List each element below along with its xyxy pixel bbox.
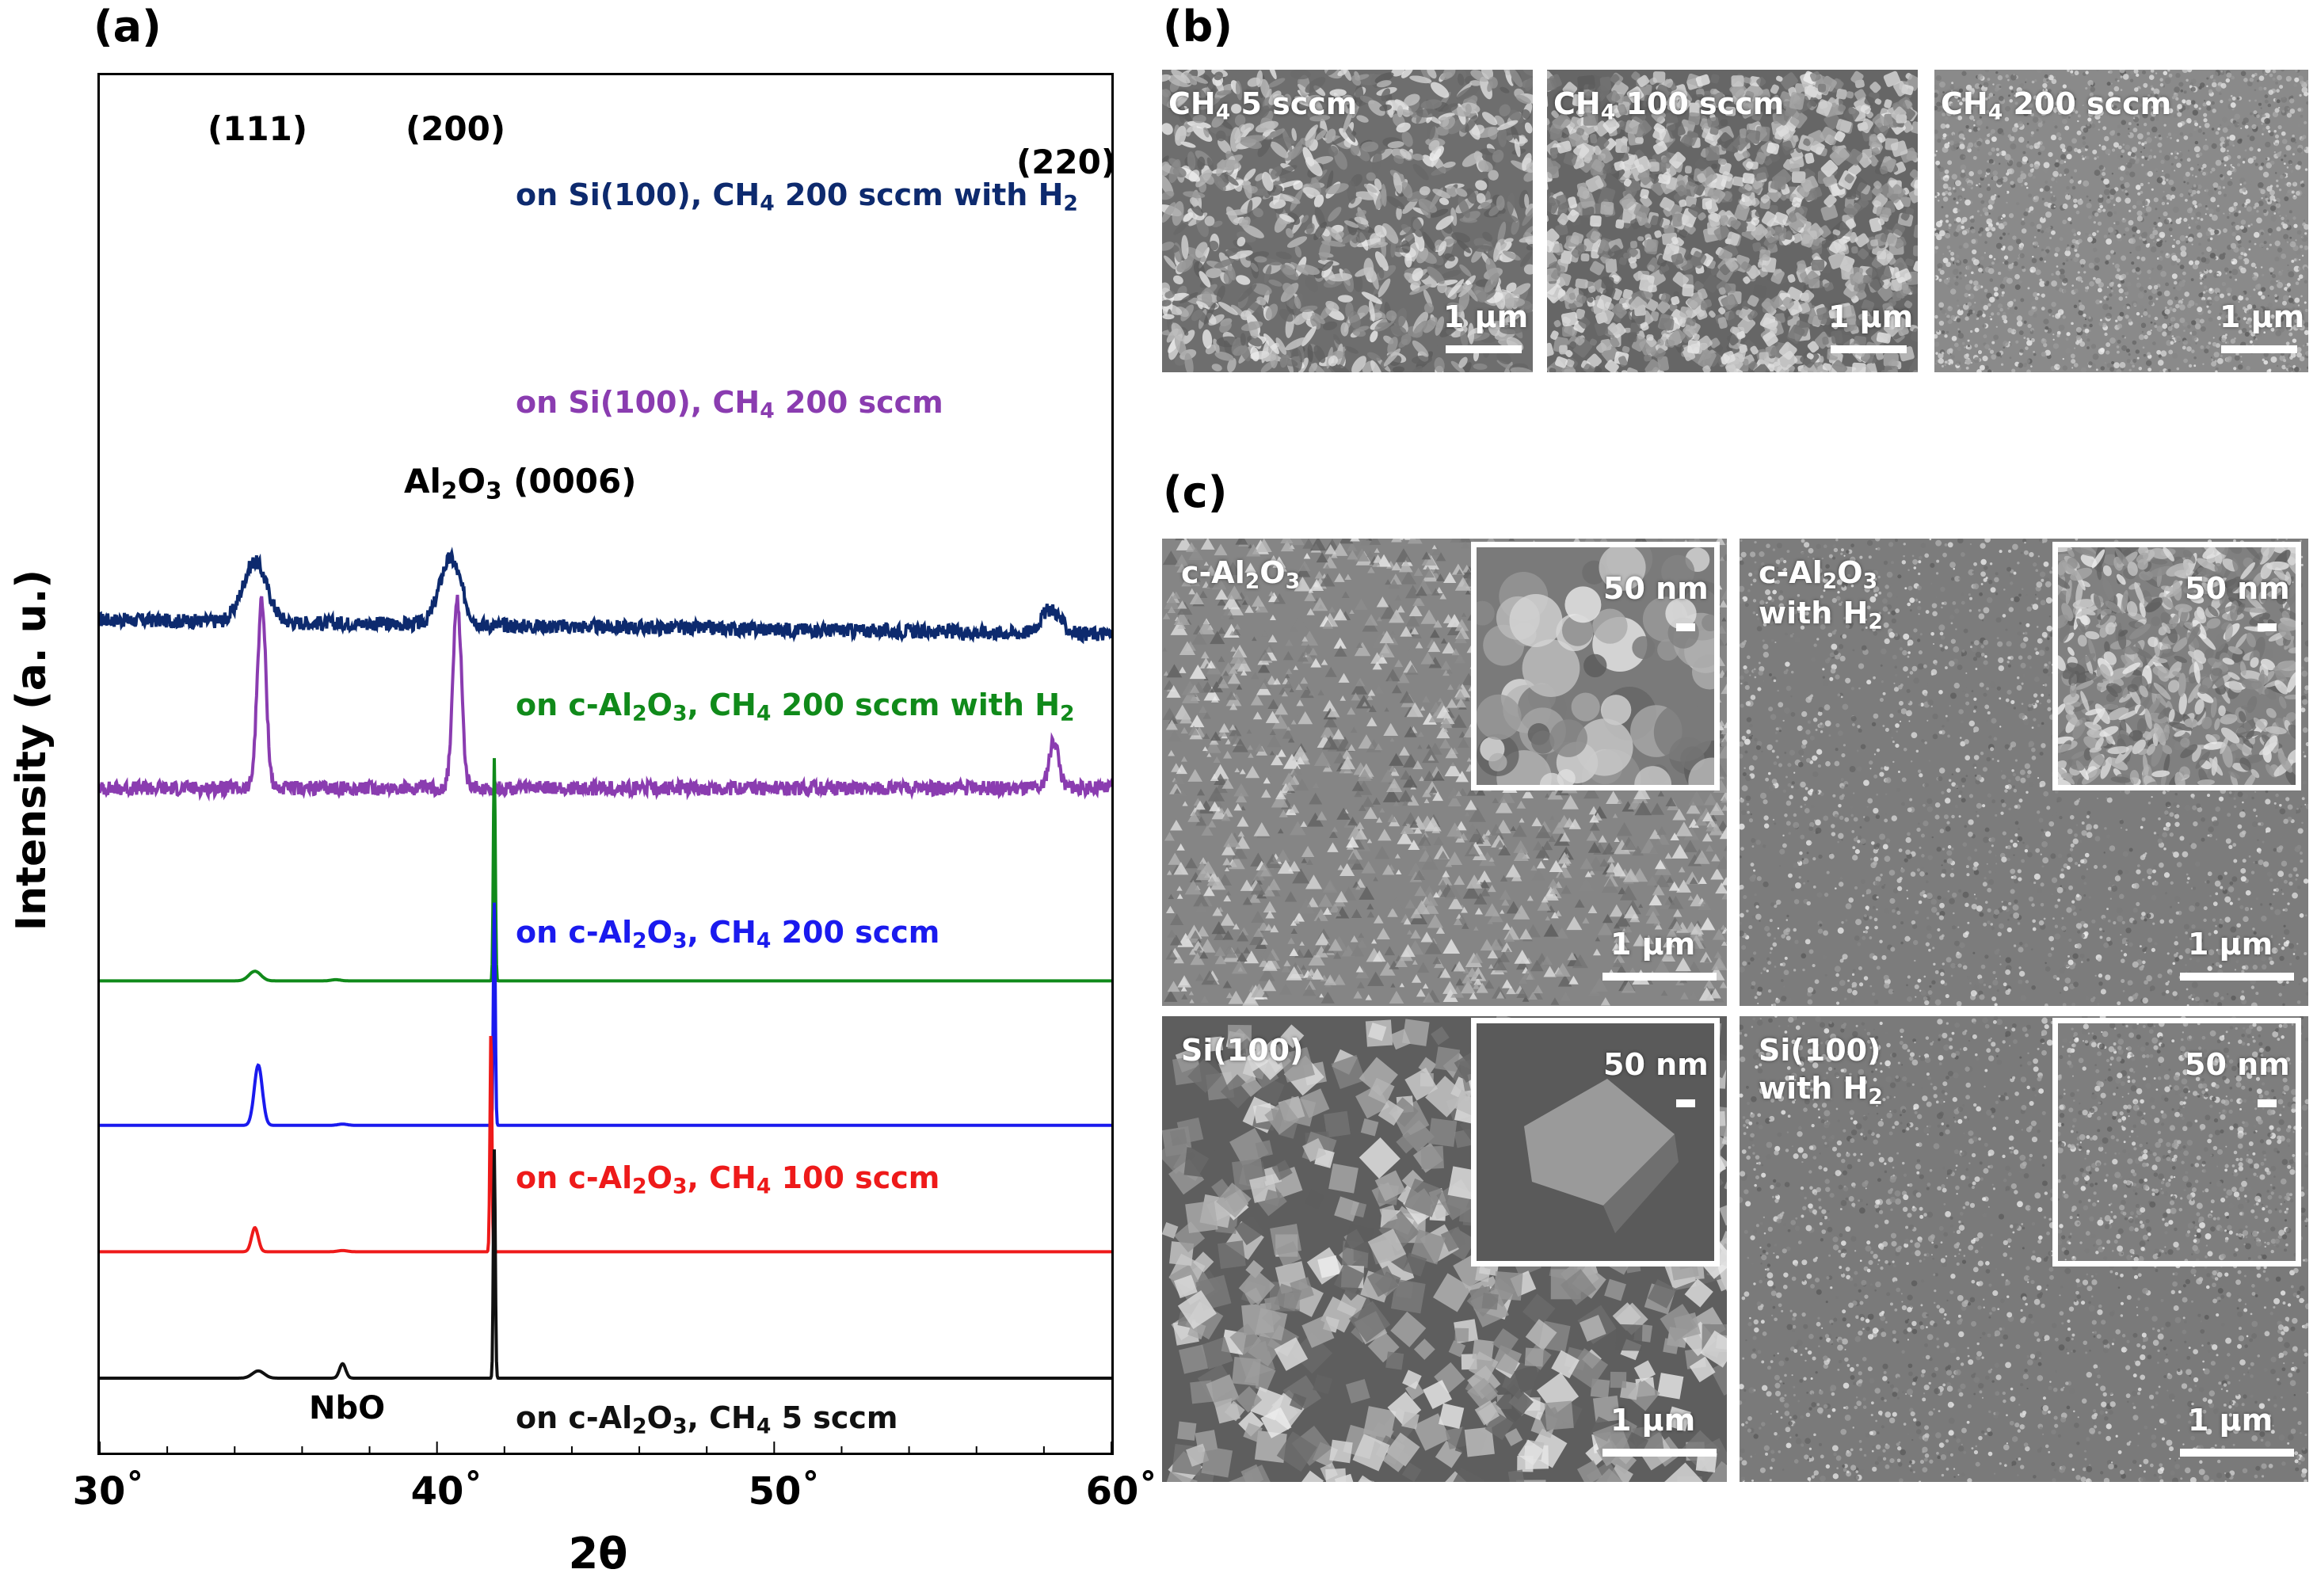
- sem-label: CH4 200 sccm: [1941, 86, 2172, 125]
- sem-texture: [1547, 70, 1918, 372]
- xrd-series-1: [100, 594, 1111, 802]
- xrd-series-2: [100, 758, 1111, 983]
- sem-c-al2o3: c-Al2O3 50 nm 1 μm: [1162, 539, 1727, 1006]
- scale-bar: [1831, 345, 1907, 353]
- trace-label-al2o3-h2: on c-Al2O3, CH4 200 sccm with H2: [516, 688, 1075, 726]
- peak-label-nbo: NbO: [309, 1390, 386, 1426]
- sem-c-al2o3-h2: c-Al2O3 with H2 50 nm 1 μm: [1740, 539, 2308, 1006]
- panel-label-a: (a): [93, 2, 162, 51]
- sem-c-si: Si(100) 50 nm 1 μm: [1162, 1016, 1727, 1482]
- xrd-chart: [100, 547, 1111, 1453]
- panel-label-b: (b): [1163, 2, 1233, 51]
- sem-inset: 50 nm: [2052, 1018, 2301, 1267]
- sem-b-5sccm: CH4 5 sccm 1 μm: [1162, 70, 1533, 372]
- sem-inset: 50 nm: [1471, 542, 1720, 790]
- sem-label: c-Al2O3 with H2: [1759, 555, 1883, 634]
- peak-label-200: (200): [406, 109, 506, 148]
- inset-scale-bar: [2258, 1099, 2277, 1107]
- scale-text: 1 μm: [2188, 1403, 2273, 1438]
- peak-label-al2o3: Al2O3 (0006): [404, 462, 637, 505]
- sem-label: Si(100) with H2: [1759, 1033, 1883, 1110]
- inset-texture: [2058, 547, 2296, 785]
- scale-text: 1 μm: [2188, 927, 2273, 962]
- sem-texture: [1162, 70, 1533, 372]
- trace-label-si: on Si(100), CH4 200 sccm: [516, 385, 943, 424]
- trace-label-si-h2: on Si(100), CH4 200 sccm with H2: [516, 177, 1078, 216]
- inset-scale-bar: [2258, 623, 2277, 631]
- inset-scale-text: 50 nm: [2185, 1047, 2290, 1082]
- inset-scale-text: 50 nm: [1603, 571, 1709, 606]
- x-tick-40: 40˚: [410, 1469, 483, 1514]
- sem-texture: [1934, 70, 2308, 372]
- trace-label-al2o3-200: on c-Al2O3, CH4 200 sccm: [516, 915, 940, 954]
- scale-text: 1 μm: [1443, 299, 1529, 334]
- x-tick-60: 60˚: [1085, 1469, 1158, 1514]
- sem-label: CH4 100 sccm: [1553, 86, 1785, 125]
- inset-texture: [1477, 547, 1714, 785]
- peak-label-111: (111): [208, 109, 308, 148]
- scale-bar: [1602, 1449, 1717, 1457]
- inset-texture: [1477, 1023, 1714, 1261]
- inset-texture: [2058, 1023, 2296, 1261]
- scale-bar: [2180, 1449, 2294, 1457]
- sem-b-200sccm: CH4 200 sccm 1 μm: [1934, 70, 2308, 372]
- x-axis-label: 2θ: [568, 1529, 628, 1579]
- xrd-plot-area: [97, 73, 1114, 1455]
- scale-text: 1 μm: [1610, 927, 1696, 962]
- xrd-series-3: [100, 902, 1111, 1127]
- peak-label-220: (220): [1016, 143, 1117, 181]
- scale-bar: [1602, 973, 1717, 981]
- inset-scale-bar: [1676, 623, 1695, 631]
- sem-label: CH4 5 sccm: [1168, 86, 1358, 125]
- inset-scale-text: 50 nm: [2185, 571, 2290, 606]
- sem-c-si-h2: Si(100) with H2 50 nm 1 μm: [1740, 1016, 2308, 1482]
- scale-bar: [1446, 345, 1522, 353]
- scale-text: 1 μm: [1610, 1403, 1696, 1438]
- sem-inset: 50 nm: [2052, 542, 2301, 790]
- x-tick-30: 30˚: [72, 1469, 145, 1514]
- sem-label: Si(100): [1181, 1033, 1304, 1068]
- scale-text: 1 μm: [2220, 299, 2305, 334]
- panel-label-c: (c): [1163, 467, 1228, 517]
- scale-bar: [2180, 973, 2294, 981]
- sem-inset: 50 nm: [1471, 1018, 1720, 1267]
- scale-text: 1 μm: [1828, 299, 1914, 334]
- x-tick-50: 50˚: [748, 1469, 821, 1514]
- trace-label-al2o3-100: on c-Al2O3, CH4 100 sccm: [516, 1160, 940, 1199]
- xrd-series-4: [100, 1035, 1111, 1254]
- sem-label: c-Al2O3: [1181, 555, 1301, 594]
- scale-bar: [2221, 345, 2297, 353]
- sem-b-100sccm: CH4 100 sccm 1 μm: [1547, 70, 1918, 372]
- trace-label-al2o3-5: on c-Al2O3, CH4 5 sccm: [516, 1400, 898, 1439]
- xrd-series-0: [100, 547, 1111, 645]
- inset-scale-text: 50 nm: [1603, 1047, 1709, 1082]
- inset-scale-bar: [1676, 1099, 1695, 1107]
- xrd-series-5: [100, 1149, 1111, 1380]
